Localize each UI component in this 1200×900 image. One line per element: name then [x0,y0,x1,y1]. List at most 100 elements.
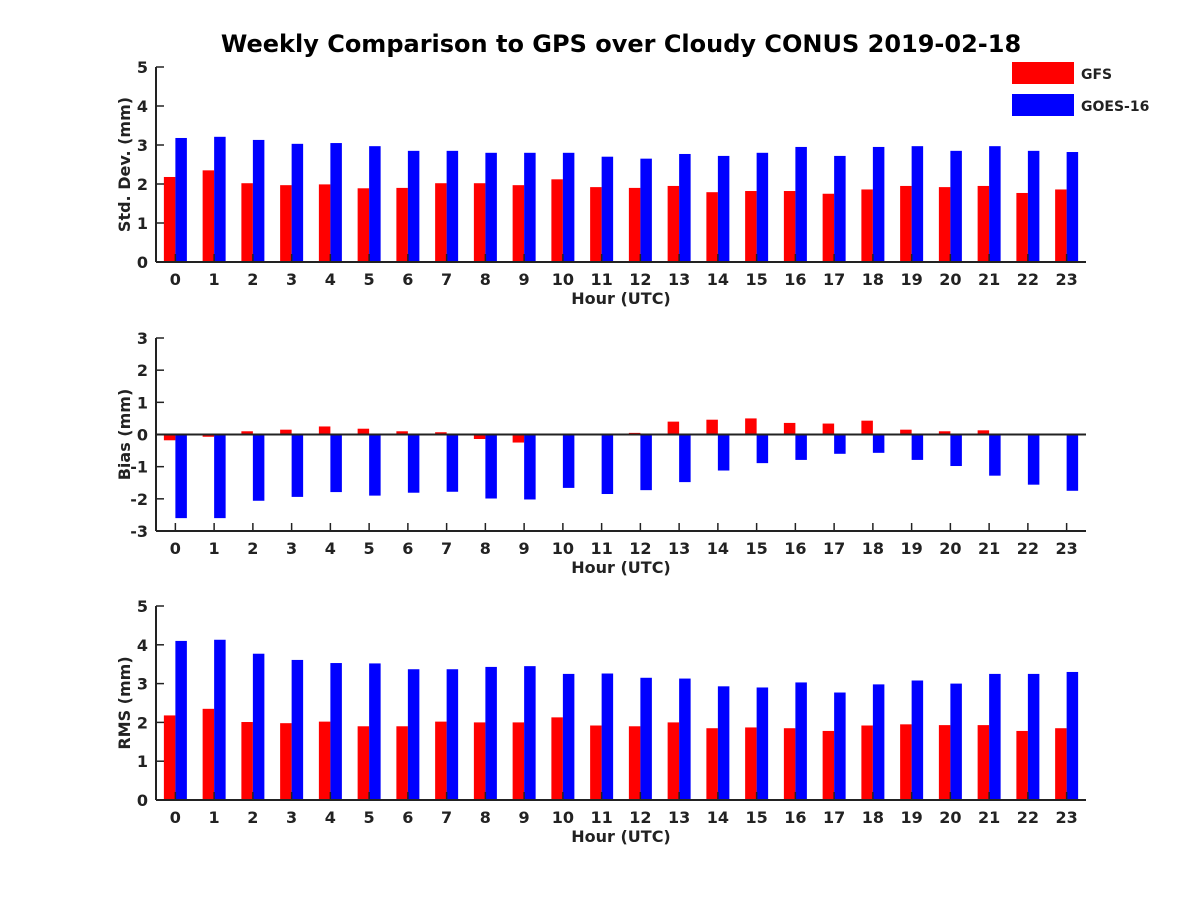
y-tick-label: 5 [137,597,148,616]
bar-goes16-23 [1066,671,1079,800]
bar-goes16-7 [446,150,459,262]
x-tick-label: 15 [745,270,767,289]
y-tick-label: 1 [137,393,148,412]
bar-gfs-16 [783,422,796,435]
bar-gfs-5 [357,188,370,262]
bar-goes16-10 [562,673,575,800]
x-tick-label: 17 [823,539,845,558]
x-tick-label: 0 [170,539,181,558]
bar-gfs-22 [1016,730,1028,800]
x-tick-label: 18 [862,808,884,827]
x-tick-label: 15 [745,539,767,558]
bar-gfs-3 [280,185,292,262]
bar-goes16-2 [252,434,265,501]
x-tick-label: 6 [402,808,413,827]
x-tick-label: 3 [286,539,297,558]
bar-goes16-5 [369,663,381,800]
bar-goes16-5 [369,146,381,262]
y-axis-label: RMS (mm) [115,656,134,749]
bar-goes16-0 [175,137,187,262]
legend-label-goes16: GOES-16 [1081,99,1149,115]
bar-goes16-12 [640,158,652,262]
y-tick-label: 3 [137,329,148,348]
x-tick-label: 21 [978,270,1000,289]
x-tick-label: 8 [480,270,491,289]
x-tick-label: 11 [590,270,612,289]
bar-goes16-10 [562,434,575,488]
bar-goes16-4 [330,143,342,262]
bar-goes16-6 [407,669,420,800]
bar-gfs-21 [977,430,990,435]
legend-label-gfs: GFS [1081,67,1112,83]
legend: GFS GOES-16 [1012,62,1149,116]
x-axis-label: Hour (UTC) [571,558,671,577]
x-tick-label: 1 [209,808,220,827]
x-tick-label: 10 [552,270,574,289]
bar-gfs-19 [900,185,912,262]
bar-goes16-14 [717,434,730,471]
bar-goes16-9 [524,152,536,262]
bar-goes16-2 [252,139,265,262]
x-tick-label: 22 [1017,270,1039,289]
x-tick-label: 1 [209,539,220,558]
x-tick-label: 0 [170,270,181,289]
bar-goes16-23 [1066,434,1079,491]
x-tick-label: 18 [862,270,884,289]
bar-gfs-0 [163,176,176,262]
bar-goes16-17 [834,155,846,262]
x-tick-label: 10 [552,808,574,827]
bar-gfs-13 [667,185,680,262]
bar-gfs-13 [667,421,680,435]
bar-goes16-8 [485,666,497,800]
bar-gfs-9 [512,185,525,262]
bar-goes16-23 [1066,152,1079,262]
x-tick-label: 14 [707,808,729,827]
bar-gfs-8 [473,434,486,439]
bar-gfs-1 [202,434,215,437]
x-tick-label: 8 [480,539,491,558]
bar-gfs-17 [822,423,835,435]
x-tick-label: 2 [247,539,258,558]
x-tick-label: 19 [900,539,922,558]
bar-goes16-20 [950,683,962,800]
bar-goes16-21 [989,673,1001,800]
bar-goes16-7 [446,669,459,800]
bar-goes16-3 [291,434,304,497]
bar-gfs-9 [512,722,525,800]
y-tick-label: 1 [137,752,148,771]
bar-goes16-22 [1027,434,1040,485]
x-tick-label: 12 [629,808,651,827]
bar-gfs-2 [241,183,253,262]
x-tick-label: 16 [784,808,806,827]
x-tick-label: 10 [552,539,574,558]
y-tick-label: 4 [137,97,148,116]
bar-goes16-1 [214,434,226,519]
bar-goes16-4 [330,434,342,493]
x-tick-label: 1 [209,270,220,289]
bar-goes16-12 [640,677,652,800]
bar-goes16-15 [756,434,769,464]
bar-gfs-5 [357,726,370,800]
y-axis-label: Std. Dev. (mm) [115,97,134,232]
x-tick-label: 5 [364,539,375,558]
x-tick-label: 23 [1055,808,1077,827]
bar-goes16-6 [407,150,420,262]
x-tick-label: 18 [862,539,884,558]
bar-gfs-20 [938,725,951,800]
bar-goes16-3 [291,659,304,800]
bar-gfs-11 [590,187,602,262]
y-axis-label: Bias (mm) [115,389,134,481]
x-tick-label: 5 [364,808,375,827]
bar-gfs-19 [900,429,912,435]
x-tick-label: 17 [823,270,845,289]
bar-goes16-11 [601,434,614,495]
x-tick-label: 16 [784,539,806,558]
bar-goes16-0 [175,640,187,800]
x-tick-label: 20 [939,808,961,827]
bar-gfs-14 [706,192,718,262]
bar-goes16-4 [330,663,342,800]
bar-goes16-18 [872,146,885,262]
x-tick-label: 4 [325,808,336,827]
